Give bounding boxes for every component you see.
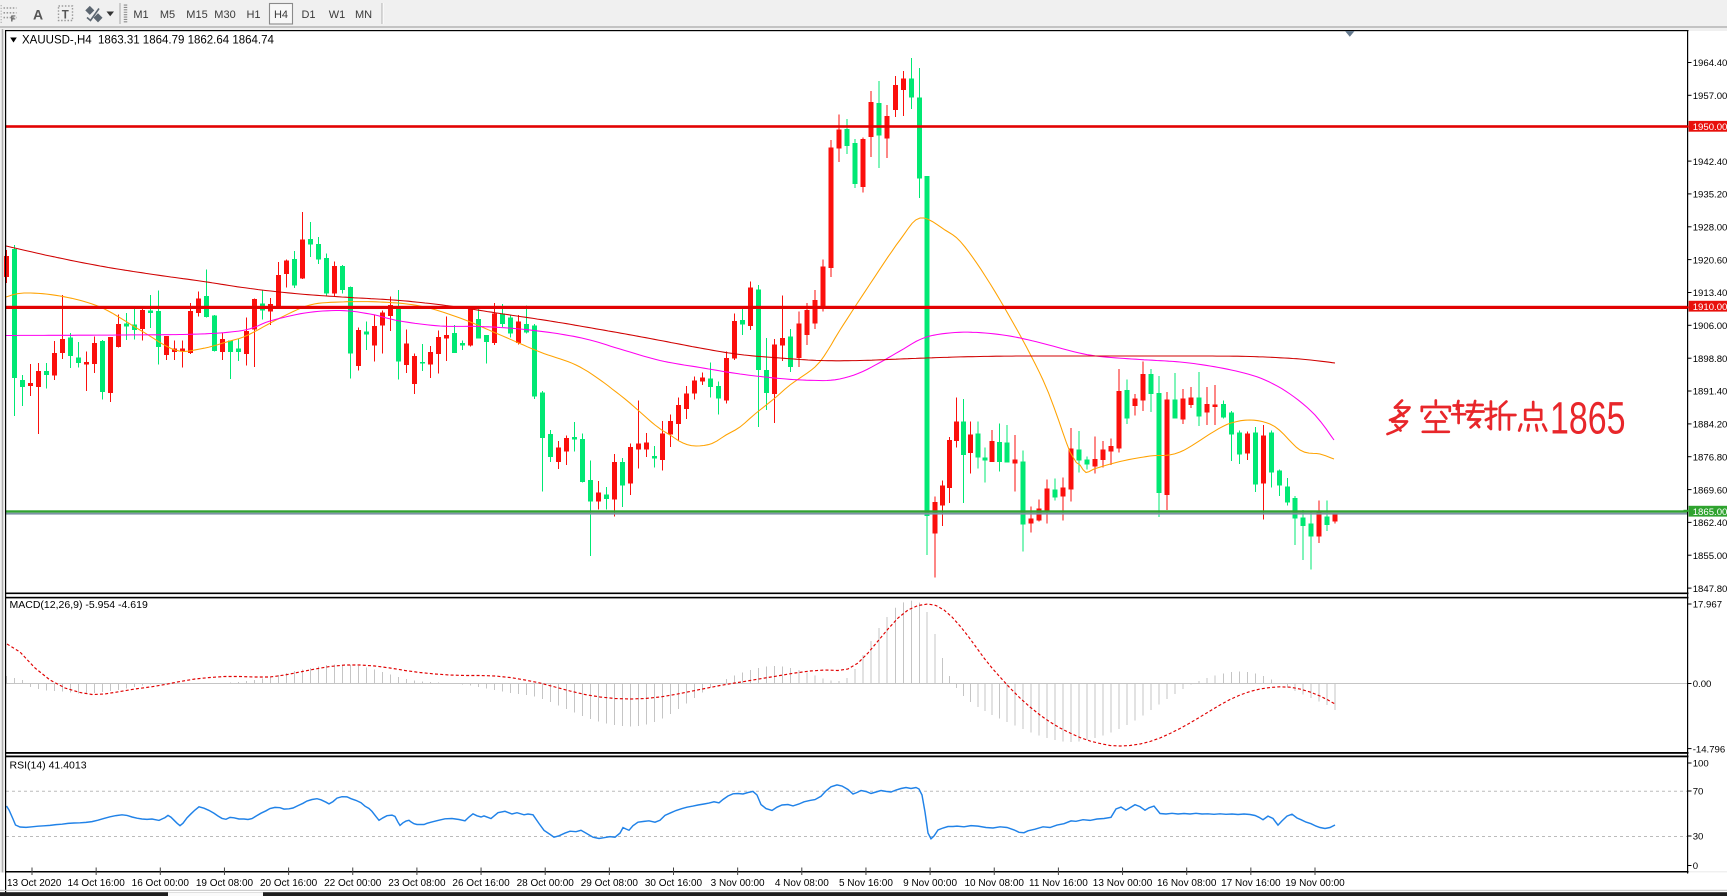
svg-text:MN: MN (355, 9, 372, 21)
svg-text:10 Nov 08:00: 10 Nov 08:00 (965, 878, 1025, 889)
svg-text:1935.20: 1935.20 (1693, 190, 1727, 201)
svg-text:1950.00: 1950.00 (1693, 122, 1727, 133)
svg-text:1906.00: 1906.00 (1693, 321, 1727, 332)
svg-text:1855.00: 1855.00 (1693, 551, 1727, 562)
svg-text:23 Oct 08:00: 23 Oct 08:00 (388, 878, 446, 889)
svg-text:1865.00: 1865.00 (1693, 507, 1727, 518)
svg-text:M5: M5 (160, 9, 175, 21)
svg-text:M30: M30 (214, 9, 235, 21)
svg-text:1920.60: 1920.60 (1693, 255, 1727, 266)
svg-text:19 Oct 08:00: 19 Oct 08:00 (196, 878, 254, 889)
svg-text:1942.40: 1942.40 (1693, 157, 1727, 168)
svg-text:XAUUSD-,H4 1863.31 1864.79 18: XAUUSD-,H4 1863.31 1864.79 1862.64 1864.… (22, 35, 275, 47)
svg-text:17.967: 17.967 (1693, 600, 1722, 611)
svg-text:4 Nov 08:00: 4 Nov 08:00 (775, 878, 829, 889)
svg-text:1913.40: 1913.40 (1693, 288, 1727, 299)
svg-text:11 Nov 16:00: 11 Nov 16:00 (1029, 878, 1088, 889)
svg-text:1928.00: 1928.00 (1693, 222, 1727, 233)
svg-text:17 Nov 16:00: 17 Nov 16:00 (1221, 878, 1281, 889)
svg-text:1876.80: 1876.80 (1693, 452, 1727, 463)
svg-text:0: 0 (1693, 861, 1698, 872)
svg-text:D1: D1 (301, 9, 315, 21)
svg-text:3 Nov 00:00: 3 Nov 00:00 (711, 878, 765, 889)
svg-text:30: 30 (1693, 832, 1704, 843)
svg-text:1964.40: 1964.40 (1693, 58, 1727, 69)
svg-text:1898.80: 1898.80 (1693, 354, 1727, 365)
svg-text:22 Oct 00:00: 22 Oct 00:00 (324, 878, 382, 889)
svg-text:1869.60: 1869.60 (1693, 485, 1727, 496)
svg-text:13 Oct 2020: 13 Oct 2020 (7, 878, 62, 889)
svg-text:70: 70 (1693, 787, 1704, 798)
svg-text:29 Oct 08:00: 29 Oct 08:00 (581, 878, 639, 889)
svg-text:1862.40: 1862.40 (1693, 518, 1727, 529)
svg-text:1910.00: 1910.00 (1693, 302, 1727, 313)
svg-text:A: A (33, 7, 43, 23)
svg-text:26 Oct 16:00: 26 Oct 16:00 (452, 878, 510, 889)
svg-text:T: T (62, 9, 69, 21)
svg-text:F: F (11, 15, 16, 24)
svg-text:5 Nov 16:00: 5 Nov 16:00 (839, 878, 893, 889)
svg-text:13 Nov 00:00: 13 Nov 00:00 (1093, 878, 1153, 889)
svg-text:30 Oct 16:00: 30 Oct 16:00 (645, 878, 703, 889)
svg-text:M1: M1 (133, 9, 148, 21)
svg-text:1865: 1865 (1550, 394, 1626, 444)
svg-text:1891.40: 1891.40 (1693, 387, 1727, 398)
svg-text:1884.20: 1884.20 (1693, 420, 1727, 431)
svg-text:28 Oct 00:00: 28 Oct 00:00 (517, 878, 575, 889)
svg-text:W1: W1 (329, 9, 346, 21)
svg-text:H4: H4 (274, 9, 288, 21)
svg-text:9 Nov 00:00: 9 Nov 00:00 (903, 878, 957, 889)
svg-text:-14.796: -14.796 (1693, 744, 1726, 755)
svg-text:H1: H1 (246, 9, 260, 21)
svg-text:16 Nov 08:00: 16 Nov 08:00 (1157, 878, 1217, 889)
svg-text:16 Oct 00:00: 16 Oct 00:00 (132, 878, 190, 889)
svg-text:M15: M15 (186, 9, 207, 21)
svg-text:14 Oct 16:00: 14 Oct 16:00 (68, 878, 126, 889)
svg-text:MACD(12,26,9) -5.954 -4.619: MACD(12,26,9) -5.954 -4.619 (10, 599, 148, 611)
svg-text:0.00: 0.00 (1693, 679, 1712, 690)
svg-text:20 Oct 16:00: 20 Oct 16:00 (260, 878, 318, 889)
svg-text:100: 100 (1693, 759, 1709, 770)
svg-text:RSI(14) 41.4013: RSI(14) 41.4013 (10, 760, 87, 772)
svg-text:1847.80: 1847.80 (1693, 584, 1727, 595)
svg-text:19 Nov 00:00: 19 Nov 00:00 (1285, 878, 1345, 889)
svg-text:1957.00: 1957.00 (1693, 91, 1727, 102)
